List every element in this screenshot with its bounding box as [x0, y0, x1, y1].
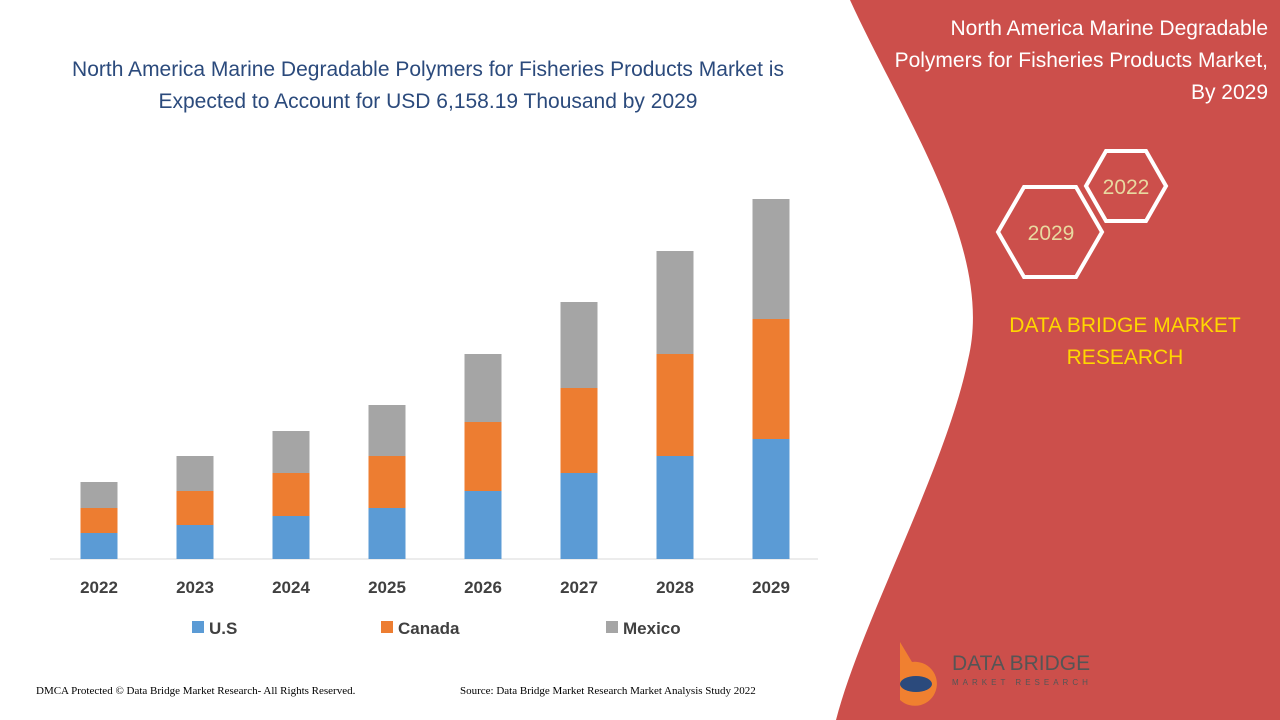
bar-segment	[752, 199, 790, 319]
x-tick-label: 2024	[272, 578, 310, 597]
hexagon-label: 2029	[1028, 222, 1075, 245]
side-title: North America Marine Degradable Polymers…	[894, 17, 1268, 104]
bar-segment	[656, 251, 694, 354]
bar-segment	[176, 491, 214, 525]
bar-segment	[368, 405, 406, 456]
logo-mark	[900, 676, 932, 692]
bar-segment	[560, 302, 598, 388]
x-tick-label: 2028	[656, 578, 694, 597]
x-tick-label: 2027	[560, 578, 598, 597]
logo-name: DATA BRIDGE	[952, 652, 1090, 675]
logo: DATA BRIDGE MARKET RESEARCH	[900, 642, 1092, 706]
legend-label: Mexico	[623, 619, 681, 638]
x-tick-label: 2022	[80, 578, 118, 597]
legend-swatch	[381, 621, 393, 633]
bar-segment	[560, 388, 598, 473]
legend-label: U.S	[209, 619, 237, 638]
x-tick-label: 2029	[752, 578, 790, 597]
hexagon	[995, 185, 1105, 279]
bar-segment	[464, 491, 502, 559]
bar-segment	[80, 482, 118, 508]
bar-segment	[464, 422, 502, 491]
bar-segment	[368, 508, 406, 559]
bar-segment	[368, 456, 406, 508]
bar-segment	[176, 525, 214, 559]
bar-segment	[656, 456, 694, 559]
legend-label: Canada	[398, 619, 460, 638]
bar-segment	[560, 473, 598, 559]
bar-segment	[272, 431, 310, 473]
bar-segment	[80, 533, 118, 559]
bar-segment	[80, 508, 118, 533]
legend-swatch	[606, 621, 618, 633]
bar-segment	[176, 456, 214, 491]
bar-segment	[656, 354, 694, 456]
footer-left: DMCA Protected © Data Bridge Market Rese…	[36, 685, 356, 697]
logo-tagline: MARKET RESEARCH	[952, 678, 1092, 687]
bar-segment	[752, 439, 790, 559]
bar-segment	[752, 319, 790, 439]
bar-segment	[464, 354, 502, 422]
bar-segment	[272, 516, 310, 559]
side-panel-bg	[836, 0, 1280, 720]
x-tick-label: 2023	[176, 578, 214, 597]
x-tick-label: 2026	[464, 578, 502, 597]
brand: DATA BRIDGE MARKET RESEARCH	[1009, 314, 1241, 369]
hexagon-label: 2022	[1103, 176, 1150, 199]
x-tick-label: 2025	[368, 578, 406, 597]
hexagon	[1083, 149, 1169, 223]
chart-title: North America Marine Degradable Polymers…	[72, 58, 784, 113]
legend-swatch	[192, 621, 204, 633]
footer-right: Source: Data Bridge Market Research Mark…	[460, 685, 756, 697]
bar-segment	[272, 473, 310, 516]
